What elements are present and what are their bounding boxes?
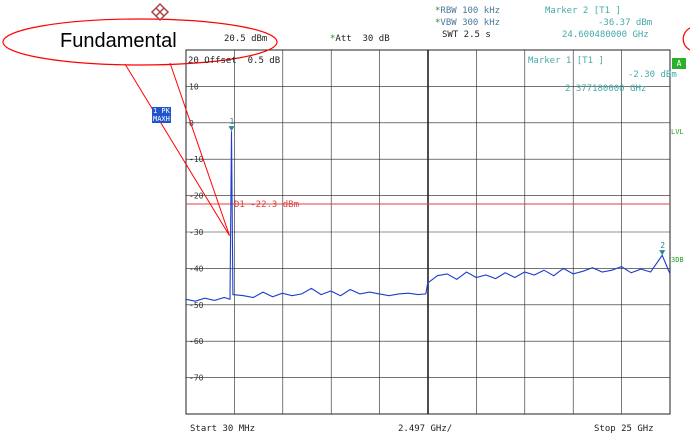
reference-level: 20.5 dBm <box>224 34 268 44</box>
callout-text: Fundamental <box>60 30 177 52</box>
marker2-freq: 24.600480000 GHz <box>562 30 649 40</box>
attenuation-label: *Att 30 dB <box>330 34 390 44</box>
marker1-label: Marker 1 [T1 ] <box>528 56 604 66</box>
callout-bubble <box>2 2 690 236</box>
trace-mode-tag: 1 PK <box>152 107 171 115</box>
y-tick-label: -70 <box>189 374 204 383</box>
y-tick-label: -20 <box>189 192 204 201</box>
marker-2-label: 2 <box>660 241 665 250</box>
callout-pointer <box>124 63 230 236</box>
markers: 12 <box>228 117 666 256</box>
y-tick-label: 10 <box>189 82 199 91</box>
trace-a-tag: A <box>672 58 686 69</box>
y-tick-label: -50 <box>189 301 204 310</box>
callout-pointer <box>169 62 230 236</box>
grid <box>185 49 671 415</box>
marker2-level: -36.37 dBm <box>598 18 653 28</box>
marker1-level: -2.30 dBm <box>628 70 677 80</box>
marker-1-label: 1 <box>229 117 234 126</box>
logo-icon <box>150 2 170 22</box>
callout-ellipse <box>2 18 278 66</box>
y-tick-label: -30 <box>189 228 204 237</box>
callout-ellipse-partial <box>682 27 690 51</box>
marker-2-symbol <box>659 250 666 256</box>
y-tick-labels: 10 0 -10 -20 -30 -40 -50 -60 -70 <box>189 82 204 382</box>
start-frequency: Start 30 MHz <box>190 424 256 434</box>
y-tick-label: -40 <box>189 264 204 273</box>
stop-frequency: Stop 25 GHz <box>594 424 654 434</box>
marker-1-symbol <box>228 126 235 132</box>
y-tick-label: -60 <box>189 337 204 346</box>
span-per-division: 2.497 GHz/ <box>398 424 453 434</box>
marker2-label: Marker 2 [T1 ] <box>545 6 621 16</box>
detector-tag: MAXH <box>152 115 171 123</box>
lvl-tag: LVL <box>671 128 684 136</box>
y-tick-label: -10 <box>189 155 204 164</box>
offset-label: 20 Offset 0.5 dB <box>188 56 281 66</box>
rbw-label: *RBW 100 kHz <box>435 6 501 16</box>
display-line-label: D1 -22.3 dBm <box>234 200 299 210</box>
vbw-label: *VBW 300 kHz <box>435 18 501 28</box>
swt-label: SWT 2.5 s <box>442 30 491 40</box>
trace-line <box>185 131 671 302</box>
logo-icon-cross <box>155 7 165 17</box>
y-tick-label: 0 <box>189 119 194 128</box>
marker1-freq: 2.377180000 GHz <box>565 84 647 94</box>
3db-tag: 3DB <box>671 256 684 264</box>
